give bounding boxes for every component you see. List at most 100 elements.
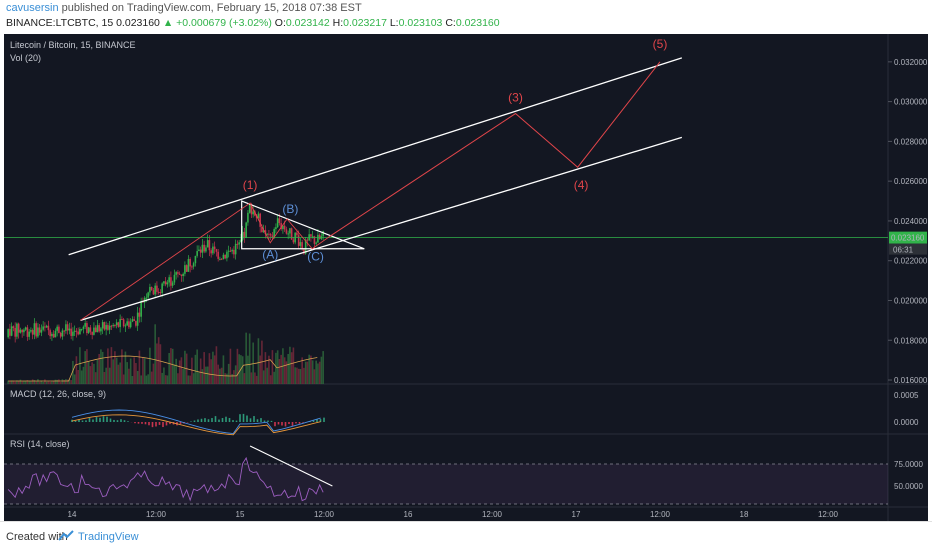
volume-bar xyxy=(119,362,121,384)
candle-body xyxy=(136,312,139,326)
volume-bar xyxy=(168,353,170,384)
candle-body xyxy=(105,325,107,330)
low-label: L: xyxy=(389,17,399,29)
volume-bar xyxy=(14,381,16,384)
volume-bar xyxy=(231,374,233,384)
price-axis: 0.032000 0.030000 0.028000 0.026000 0.024000… xyxy=(68,58,928,519)
macd-histogram-bar xyxy=(256,419,259,422)
candle-body xyxy=(16,323,18,337)
macd-histogram-bar xyxy=(298,422,301,424)
candle-body xyxy=(7,329,9,338)
candle-body xyxy=(79,328,81,335)
price-tick-label: 0.026000 xyxy=(894,177,928,186)
macd-histogram-bar xyxy=(193,420,196,422)
volume-bar xyxy=(112,359,114,384)
macd-histogram-bar xyxy=(288,422,290,425)
volume-bar xyxy=(24,380,27,384)
volume-bar xyxy=(136,370,139,384)
volume-bar xyxy=(154,324,156,384)
macd-histogram-bar xyxy=(127,421,129,422)
candle-body xyxy=(42,326,44,330)
volume-bar xyxy=(65,379,67,384)
candle-body xyxy=(301,242,303,250)
candle-body xyxy=(213,246,216,250)
candle-body xyxy=(254,211,256,216)
candle-body xyxy=(283,225,286,230)
candle-body xyxy=(189,258,191,267)
volume-bar xyxy=(115,357,118,384)
time-tick-label: 12:00 xyxy=(650,510,671,519)
macd-histogram-bar xyxy=(204,418,206,422)
open-value: 0.023142 xyxy=(285,17,330,29)
volume-bar xyxy=(311,360,314,384)
candle-body xyxy=(68,328,71,331)
volume-bar xyxy=(7,380,9,384)
candle-body xyxy=(222,254,225,260)
candle-body xyxy=(266,233,268,235)
candle-body xyxy=(164,281,167,285)
macd-histogram-bar xyxy=(312,420,315,422)
macd-histogram-bar xyxy=(141,422,143,424)
candle-body xyxy=(23,329,25,333)
volume-bar xyxy=(299,368,302,384)
candle-body xyxy=(26,327,29,337)
volume-bar xyxy=(238,354,240,384)
volume-bar xyxy=(129,358,132,384)
time-tick-label: 17 xyxy=(572,510,581,519)
macd-histogram-bar xyxy=(232,420,234,422)
volume-bar xyxy=(110,347,113,384)
candle-body xyxy=(313,236,316,244)
close-label: C: xyxy=(445,17,456,29)
chart-title: Litecoin / Bitcoin, 15, BINANCE xyxy=(10,40,136,50)
candle-body xyxy=(117,322,120,327)
candle-body xyxy=(87,327,90,334)
candle-body xyxy=(10,326,13,336)
volume-bar xyxy=(290,352,293,384)
candle-body xyxy=(275,227,277,230)
candle-body xyxy=(91,331,93,335)
candle-body xyxy=(170,277,172,286)
macd-histogram-bar xyxy=(137,422,140,424)
candle-body xyxy=(30,330,32,332)
candle-body xyxy=(135,321,137,326)
price-tick-label: 0.030000 xyxy=(894,98,928,107)
candles xyxy=(7,202,324,343)
volume-bar xyxy=(177,373,179,384)
volume-bar xyxy=(58,379,60,384)
volume-bar xyxy=(217,364,219,384)
volume-bar xyxy=(194,354,197,384)
volume-bar xyxy=(117,364,120,384)
volume-bar xyxy=(196,349,198,384)
chart-canvas[interactable]: (1)(3)(5)(4)(A)(B)(C) 0.0320000.0300000.… xyxy=(4,34,928,521)
abc-label-b: (B) xyxy=(282,202,298,216)
volume-bar xyxy=(21,381,23,384)
candle-body xyxy=(171,282,174,286)
volume-bar xyxy=(175,358,177,384)
volume-bar xyxy=(103,371,106,384)
candle-body xyxy=(264,230,267,235)
open-label: O: xyxy=(274,17,286,29)
rsi-tick-label: 50.0000 xyxy=(894,482,923,491)
candle-body xyxy=(226,251,228,259)
volume-bar xyxy=(159,344,162,384)
author-link[interactable]: cavusersin xyxy=(6,2,59,14)
candle-body xyxy=(234,243,237,255)
volume-bar xyxy=(213,355,216,384)
macd-histogram-bar xyxy=(92,419,94,422)
tradingview-brand[interactable]: TradingView xyxy=(78,531,139,543)
macd-histogram-bar xyxy=(113,419,115,422)
candle-body xyxy=(280,223,282,230)
publish-info: published on TradingView.com, February 1… xyxy=(61,2,362,14)
volume-bar xyxy=(243,373,246,384)
countdown-tag xyxy=(889,243,927,255)
macd-histogram-bar xyxy=(225,416,227,422)
candle-body xyxy=(108,325,111,330)
macd-histogram-bar xyxy=(190,421,192,422)
macd-histogram-bar xyxy=(144,422,147,425)
candle-body xyxy=(131,319,134,322)
volume-bar xyxy=(96,359,99,384)
candle-body xyxy=(56,326,58,331)
chart-area[interactable]: (1) (3) (5) (4) (A) (B) (C) 0.032000 0.030000 0.… xyxy=(4,34,928,521)
candle-body xyxy=(175,272,177,275)
candle-body xyxy=(114,325,116,327)
